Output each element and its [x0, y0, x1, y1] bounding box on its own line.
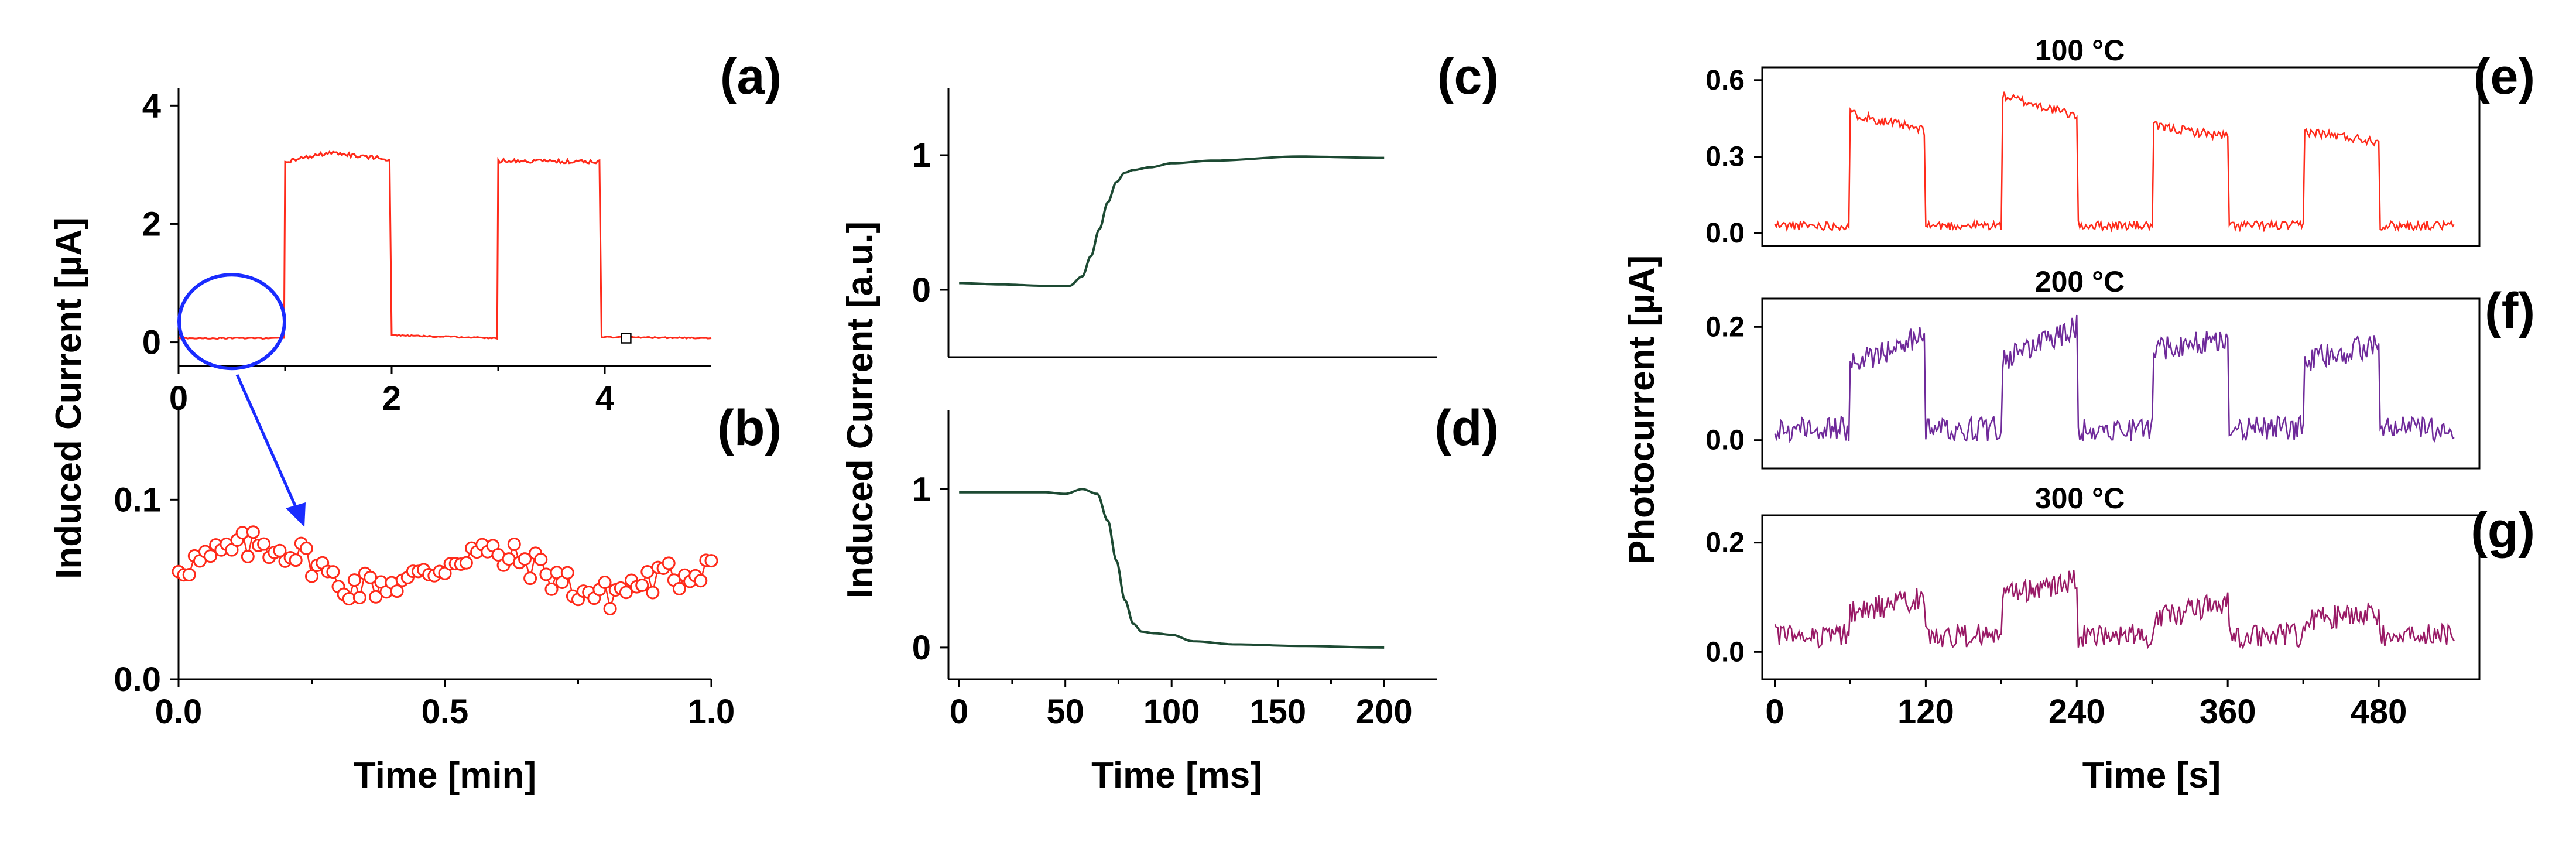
data-point-b	[326, 565, 340, 579]
zoom-arrow-line	[235, 374, 299, 511]
data-point-b	[507, 538, 521, 552]
axes-frame-f	[1761, 297, 2481, 470]
ytick-label-g-1: 0.2	[1705, 528, 1745, 559]
data-point-b	[646, 586, 660, 600]
data-point-b	[523, 571, 537, 586]
data-point-b	[459, 556, 473, 570]
data-point-b	[241, 549, 255, 563]
ytick-label-f-1: 0.2	[1705, 312, 1745, 343]
ytick-label-d-0: 0	[912, 629, 931, 667]
ytick-label-c-0: 0	[912, 271, 931, 309]
xtick-label-g-0: 0	[1765, 693, 1784, 731]
xtick-label-b-0: 0.0	[155, 693, 203, 731]
data-point-b	[305, 569, 318, 583]
panel-label-c: (c)	[1437, 49, 1499, 105]
data-point-b	[246, 525, 260, 539]
data-point-b	[603, 601, 617, 615]
xtick-label-g-2: 240	[2049, 693, 2105, 731]
axes-frame-g	[1761, 514, 2481, 680]
panel-g: 0.0 0.2 0 120 240 360 480 (g) 300 °C	[1705, 482, 2535, 731]
data-point-b	[182, 567, 196, 581]
xtick-label-g-1: 120	[1897, 693, 1954, 731]
panel-label-f: (f)	[2485, 283, 2535, 339]
ytick-label-e-1: 0.3	[1705, 142, 1745, 173]
ytick-label-e-2: 0.6	[1705, 65, 1745, 96]
ytick-label-e-0: 0.0	[1705, 218, 1745, 249]
right-ylabel: Photocurrent [µA]	[1622, 255, 1662, 564]
xtick-label-d-4: 200	[1356, 693, 1413, 731]
ytick-label-a-1: 2	[142, 205, 161, 243]
left-ylabel: Induced Current [µA]	[49, 217, 89, 579]
axes-frame-e	[1761, 66, 2481, 247]
zoom-arrow-head	[286, 502, 306, 527]
data-point-b	[289, 553, 303, 567]
data-point-b	[518, 552, 532, 566]
ytick-label-f-0: 0.0	[1705, 425, 1745, 456]
data-point-b	[704, 554, 718, 568]
ytick-label-b-1: 0.1	[114, 481, 161, 519]
xtick-label-b-1: 0.5	[422, 693, 469, 731]
series-line-c	[959, 155, 1385, 287]
data-point-b	[369, 590, 383, 604]
ytick-label-b-0: 0.0	[114, 660, 161, 699]
temperature-label-g: 300 °C	[2035, 482, 2125, 515]
xtick-label-d-3: 150	[1249, 693, 1306, 731]
panel-label-g: (g)	[2471, 502, 2535, 559]
panel-label-d: (d)	[1434, 400, 1499, 456]
xtick-label-b-2: 1.0	[688, 693, 735, 731]
ytick-label-a-2: 4	[142, 87, 161, 125]
ytick-label-d-1: 1	[912, 470, 931, 508]
data-point-b	[257, 537, 271, 551]
zoom-circle-annotation	[177, 273, 286, 371]
data-point-b	[662, 556, 676, 570]
data-point-b	[560, 566, 574, 580]
data-point-b	[352, 591, 366, 605]
xtick-label-d-2: 100	[1143, 693, 1200, 731]
panel-c: 0 1 (c)	[912, 49, 1499, 358]
xtick-label-a-1: 2	[382, 379, 401, 417]
data-point-b	[204, 549, 218, 563]
square-marker	[621, 333, 632, 344]
data-point-b	[273, 543, 287, 557]
ytick-label-g-0: 0.0	[1705, 636, 1745, 668]
data-point-b	[694, 574, 708, 588]
data-point-b	[598, 575, 612, 589]
data-point-b	[534, 552, 548, 566]
mid-xlabel: Time [ms]	[1091, 755, 1262, 796]
data-point-b	[635, 578, 649, 592]
panel-label-e: (e)	[2474, 49, 2535, 105]
xtick-label-a-2: 4	[595, 379, 614, 417]
mid-ylabel: Induced Current [a.u.]	[840, 221, 881, 598]
panel-d: 0 1 0 50 100 150 200 (d)	[912, 400, 1499, 731]
data-point-b	[390, 584, 404, 598]
data-point-b	[672, 581, 686, 595]
series-line-e	[1774, 91, 2455, 233]
ytick-label-c-1: 1	[912, 136, 931, 174]
series-line-a	[178, 150, 712, 340]
left-xlabel: Time [min]	[354, 755, 536, 796]
xtick-label-g-4: 480	[2351, 693, 2407, 731]
panel-f: 0.0 0.2 (f) 200 °C	[1705, 265, 2535, 470]
panel-label-b: (b)	[717, 400, 782, 456]
temperature-label-f: 200 °C	[2035, 265, 2125, 298]
series-line-g	[1774, 570, 2455, 650]
xtick-label-g-3: 360	[2200, 693, 2256, 731]
xtick-label-d-0: 0	[950, 693, 968, 731]
data-point-b	[299, 542, 313, 556]
xtick-label-d-1: 50	[1046, 693, 1084, 731]
temperature-label-e: 100 °C	[2035, 34, 2125, 67]
right-xlabel: Time [s]	[2082, 755, 2221, 796]
data-point-b	[539, 567, 553, 581]
panel-e: 0.0 0.3 0.6 (e) 100 °C	[1705, 34, 2535, 249]
data-point-b	[544, 582, 559, 596]
data-point-b	[619, 586, 633, 600]
series-line-d	[959, 488, 1385, 649]
ytick-label-a-0: 0	[142, 324, 161, 362]
panel-label-a: (a)	[720, 49, 782, 105]
series-line-f	[1774, 314, 2455, 444]
data-point-b	[347, 573, 361, 587]
panel-b: 0.0 0.1 0.0 0.5 1.0 (b)	[114, 400, 782, 731]
